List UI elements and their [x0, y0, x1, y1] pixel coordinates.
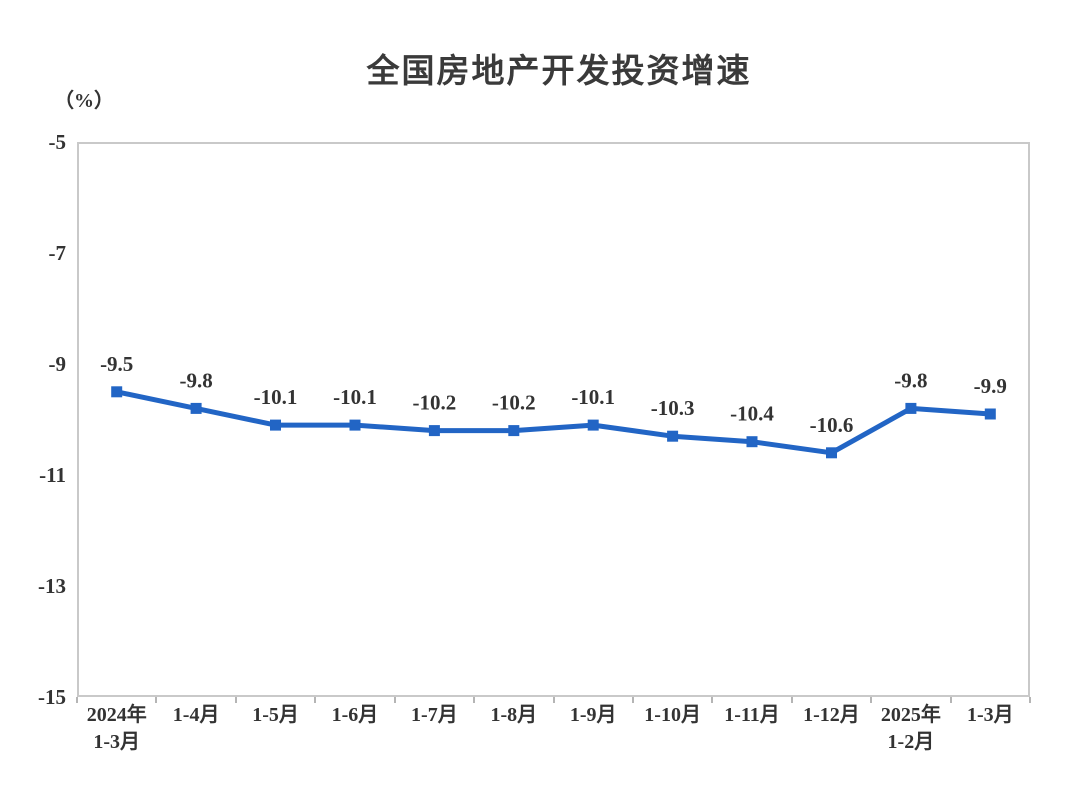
- data-point-marker: [428, 425, 440, 437]
- data-point-marker: [984, 408, 996, 420]
- x-axis-tick-mark: [552, 697, 555, 703]
- x-axis-tick-mark: [631, 697, 634, 703]
- x-axis-tick-mark: [870, 697, 873, 703]
- data-point-label: -9.5: [100, 352, 133, 376]
- data-point-label: -9.9: [974, 374, 1007, 398]
- data-point-marker: [905, 402, 917, 414]
- data-point-label: -9.8: [179, 368, 212, 392]
- x-axis-category-label: 1-7月: [411, 704, 458, 726]
- x-axis-category-label: 1-8月: [490, 704, 538, 726]
- x-axis-tick-mark: [393, 697, 396, 703]
- x-axis-category-label: 1-12月: [803, 704, 860, 726]
- x-axis-category-label: 1-4月: [172, 704, 220, 726]
- x-axis-category-label: 2024年 1-3月: [86, 704, 147, 753]
- y-axis-unit-label: （%）: [54, 90, 114, 112]
- x-axis-category-label: 2025年 1-2月: [880, 704, 941, 753]
- y-axis-tick-label: -15: [38, 685, 66, 709]
- data-point-marker: [349, 419, 361, 431]
- data-point-label: -10.2: [492, 391, 536, 415]
- x-axis-tick-mark: [1029, 697, 1031, 703]
- data-point-label: -10.3: [651, 396, 695, 420]
- data-point-marker: [270, 419, 281, 431]
- data-point-marker: [190, 402, 202, 414]
- y-axis-tick-label: -13: [38, 574, 66, 598]
- line-series-svg: -9.5 -9.8 -10.1 -10.1 -10.2 -10.2 -10.1 -10.3 -1…: [100, 352, 1007, 459]
- y-axis-tick-label: -11: [39, 463, 66, 487]
- data-point-marker: [667, 430, 679, 442]
- data-point-label: -10.4: [730, 402, 774, 426]
- data-point-label: -10.1: [571, 385, 615, 409]
- data-point-marker: [746, 436, 758, 448]
- x-axis-category-label: 1-10月: [644, 704, 701, 726]
- data-point-marker: [508, 425, 520, 437]
- data-point-marker: [587, 419, 599, 431]
- x-axis-category-label: 1-6月: [331, 704, 379, 726]
- data-point-marker: [111, 386, 123, 398]
- data-point-label: -10.1: [254, 385, 298, 409]
- x-axis-tick-mark: [473, 697, 476, 703]
- data-point-label: -10.1: [333, 385, 377, 409]
- data-point-marker: [826, 447, 837, 459]
- x-axis-tick-mark: [949, 697, 952, 703]
- x-axis-tick-mark: [234, 697, 237, 703]
- y-axis-tick-label: -9: [48, 352, 67, 376]
- y-axis-tick-label: -7: [48, 241, 67, 265]
- x-axis-tick-mark: [155, 697, 158, 703]
- x-axis-category-label: 1-5月: [252, 704, 299, 726]
- plot-area: [77, 142, 1030, 697]
- series-line: [114, 389, 993, 456]
- chart-title: 全国房地产开发投资增速: [366, 52, 752, 89]
- x-axis-tick-mark: [711, 697, 714, 703]
- y-axis-tick-label: -5: [48, 130, 67, 154]
- x-axis-tick-mark: [314, 697, 317, 703]
- x-axis-category-label: 1-11月: [724, 704, 780, 726]
- x-axis-tick-mark: [76, 697, 78, 703]
- x-axis-category-label: 1-3月: [966, 704, 1014, 726]
- data-point-label: -10.6: [810, 413, 854, 437]
- x-axis-tick-mark: [790, 697, 793, 703]
- x-axis-category-label: 1-9月: [569, 704, 617, 726]
- data-point-label: -9.8: [894, 368, 927, 392]
- data-point-label: -10.2: [413, 391, 457, 415]
